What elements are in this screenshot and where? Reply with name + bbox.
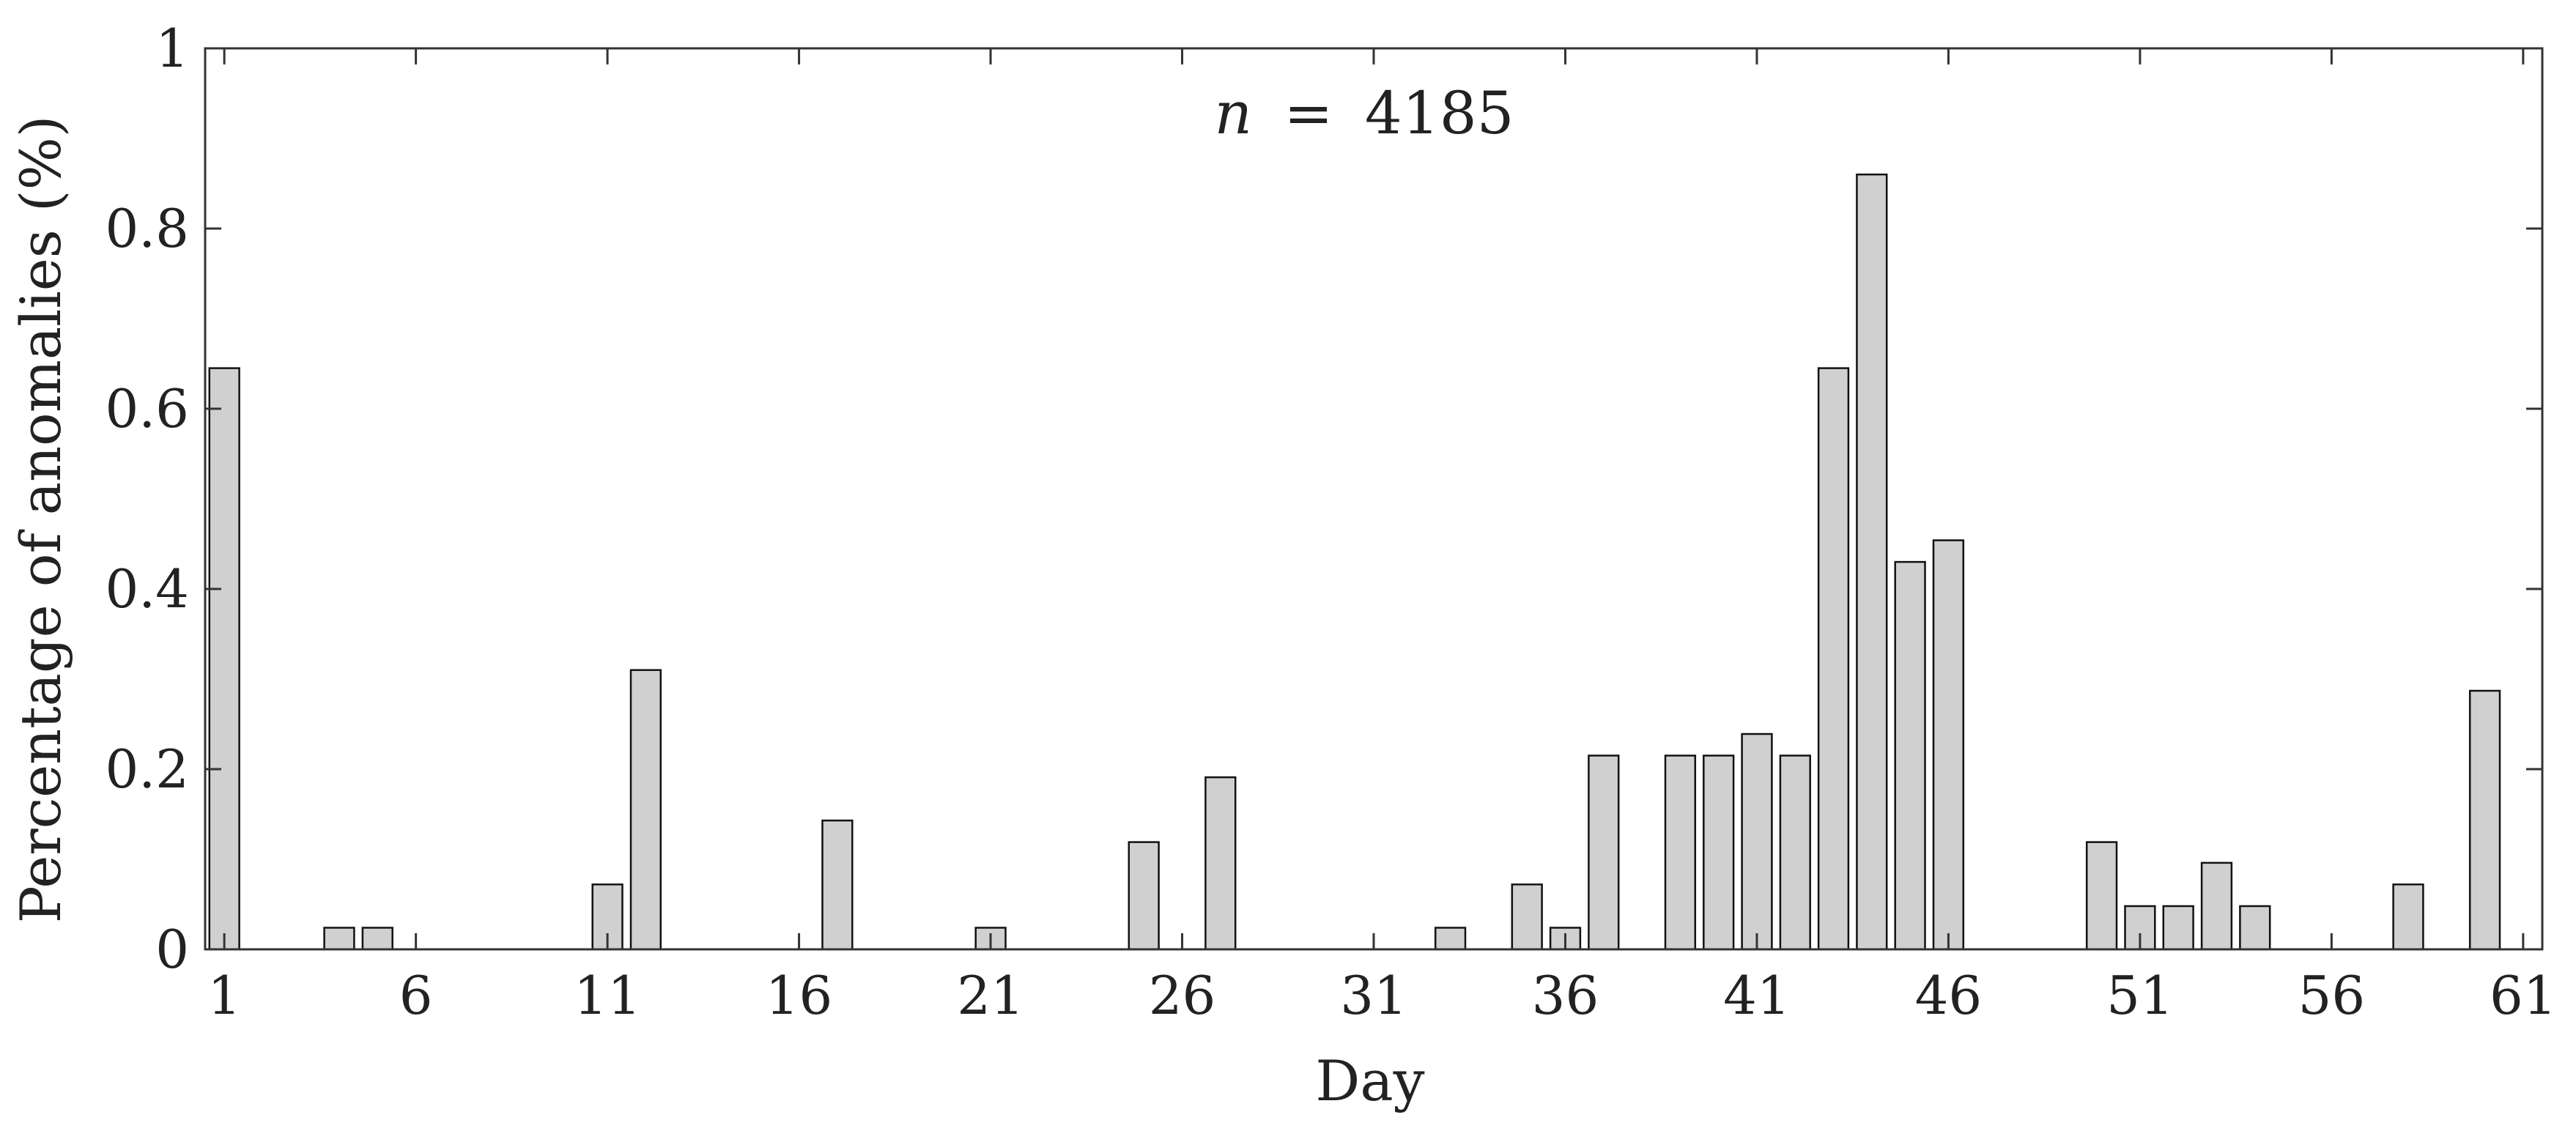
x-tick-labels: 1 6 11 16 21 26 31 36 41 46 51 56 61: [207, 965, 2556, 1026]
x-axis-label: Day: [1315, 1048, 1424, 1113]
bar-day-46: [1932, 539, 1965, 951]
bar-day-43: [1817, 367, 1850, 951]
bar-day-44: [1856, 173, 1888, 951]
y-tick-label-2: 0.4: [105, 558, 189, 620]
bar-day-33: [1434, 927, 1467, 951]
x-tick-label-6: 6: [399, 965, 433, 1026]
bar-day-25: [1128, 841, 1160, 951]
x-tick-label-21: 21: [957, 965, 1024, 1026]
bar-day-35: [1511, 883, 1543, 951]
x-tick-label-51: 51: [2106, 965, 2174, 1026]
plot-frame: [204, 47, 2544, 951]
bar-day-4: [323, 927, 355, 951]
x-tick-label-36: 36: [1532, 965, 1599, 1026]
bar-day-27: [1204, 776, 1237, 951]
bar-day-40: [1703, 754, 1735, 951]
bar-day-17: [821, 819, 854, 951]
bar-day-45: [1894, 560, 1926, 951]
x-tick-label-11: 11: [574, 965, 641, 1026]
y-tick-label-0: 0: [155, 919, 189, 980]
bars-group: [208, 173, 2501, 951]
bar-day-52: [2162, 905, 2194, 951]
y-tick-label-1: 0.2: [105, 738, 189, 800]
x-tick-label-1: 1: [207, 965, 241, 1026]
x-tick-label-26: 26: [1149, 965, 1216, 1026]
x-tick-label-61: 61: [2490, 965, 2557, 1026]
y-tick-labels: 0 0.2 0.4 0.6 0.8 1: [105, 18, 189, 980]
bar-day-1: [208, 367, 240, 951]
bar-day-42: [1779, 754, 1811, 951]
x-tick-label-31: 31: [1340, 965, 1407, 1026]
annotation-equals: =: [1284, 79, 1333, 147]
x-tick-label-16: 16: [766, 965, 833, 1026]
y-tick-label-5: 1: [155, 18, 189, 79]
annotation-value: 4185: [1365, 79, 1514, 147]
x-tick-label-41: 41: [1723, 965, 1791, 1026]
bar-day-58: [2392, 883, 2424, 951]
bar-day-37: [1588, 754, 1620, 951]
annotation-symbol: n: [1214, 79, 1252, 147]
y-tick-label-3: 0.6: [105, 378, 189, 440]
y-axis-label: Percentage of anomalies (%): [8, 116, 73, 924]
sample-size-annotation: n = 4185: [1214, 79, 1514, 147]
x-tick-label-56: 56: [2298, 965, 2366, 1026]
bar-day-41: [1741, 733, 1773, 951]
bar-day-50: [2085, 841, 2118, 951]
bar-day-12: [629, 669, 662, 951]
bar-day-54: [2239, 905, 2271, 951]
y-tick-label-4: 0.8: [105, 198, 189, 259]
ticks-group: [205, 47, 2542, 951]
bar-day-5: [361, 927, 393, 951]
bar-day-39: [1664, 754, 1697, 951]
bar-day-60: [2468, 689, 2501, 951]
bar-day-53: [2200, 861, 2233, 951]
x-tick-label-46: 46: [1915, 965, 1983, 1026]
